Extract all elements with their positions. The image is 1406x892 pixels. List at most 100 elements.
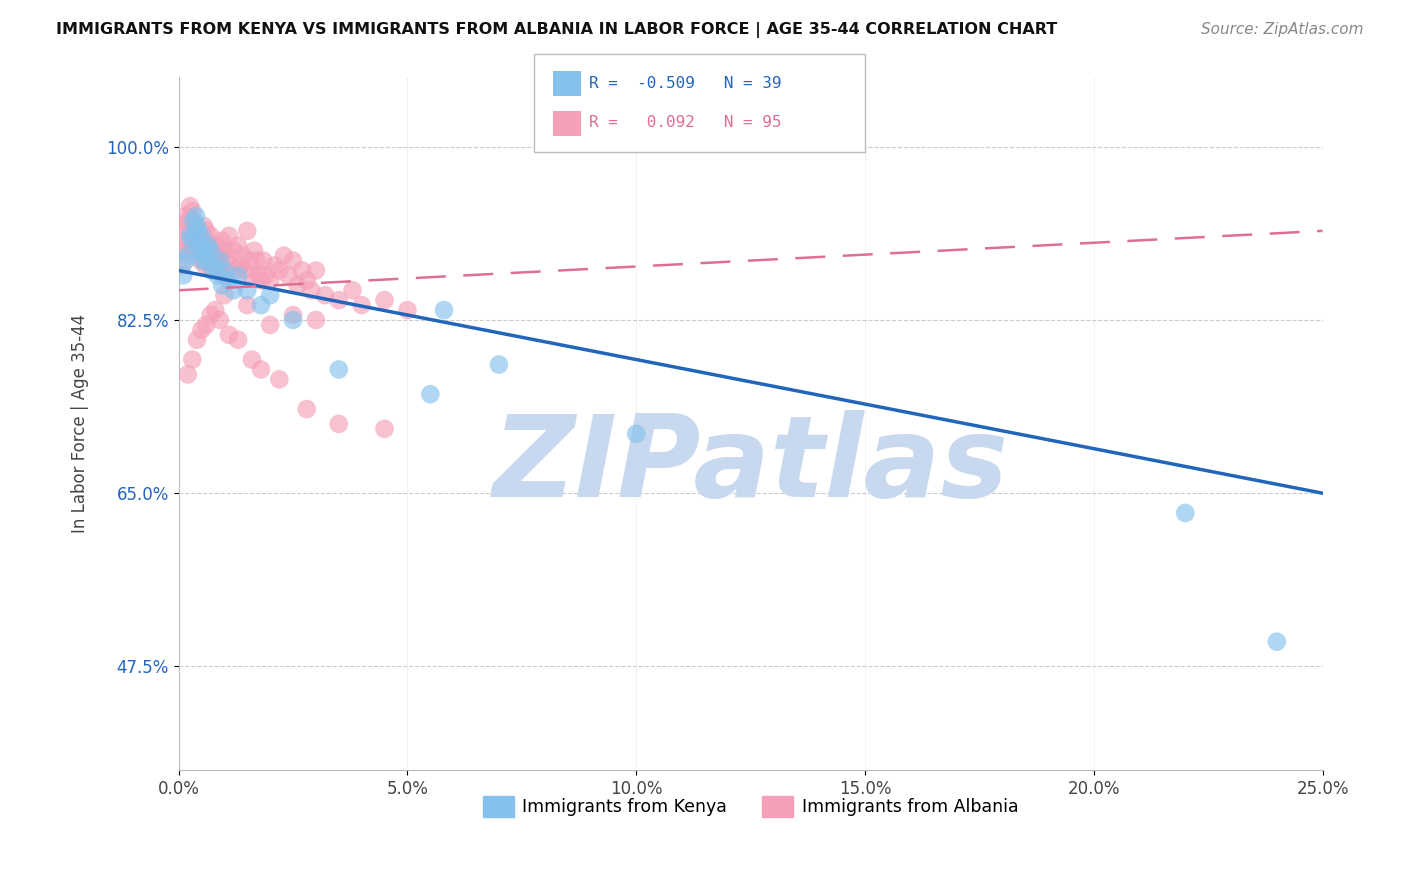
Point bbox=[194, 259, 217, 273]
Point bbox=[177, 368, 200, 382]
Point bbox=[259, 288, 281, 302]
Point bbox=[200, 228, 222, 243]
Point bbox=[187, 238, 209, 252]
Point bbox=[218, 228, 240, 243]
Point bbox=[190, 323, 212, 337]
Point bbox=[179, 199, 201, 213]
Point bbox=[187, 224, 209, 238]
Point bbox=[193, 219, 215, 233]
Point bbox=[219, 259, 242, 273]
Point bbox=[208, 244, 231, 258]
Text: IMMIGRANTS FROM KENYA VS IMMIGRANTS FROM ALBANIA IN LABOR FORCE | AGE 35-44 CORR: IMMIGRANTS FROM KENYA VS IMMIGRANTS FROM… bbox=[56, 22, 1057, 38]
Point bbox=[191, 253, 214, 268]
Point bbox=[373, 422, 395, 436]
Point bbox=[208, 253, 231, 268]
Point bbox=[174, 253, 197, 268]
Point bbox=[215, 253, 238, 268]
Point bbox=[299, 283, 322, 297]
Point bbox=[177, 234, 200, 248]
Point bbox=[195, 318, 218, 332]
Point bbox=[252, 253, 274, 268]
Point bbox=[277, 268, 299, 283]
Point bbox=[200, 263, 222, 277]
Point bbox=[1265, 634, 1288, 648]
Point bbox=[208, 263, 231, 277]
Point bbox=[202, 244, 225, 258]
Point bbox=[200, 244, 222, 258]
Point bbox=[186, 333, 208, 347]
Point bbox=[240, 268, 263, 283]
Point bbox=[624, 426, 647, 441]
Point bbox=[184, 209, 207, 223]
Point bbox=[243, 244, 266, 258]
Point bbox=[254, 268, 277, 283]
Point bbox=[295, 273, 318, 287]
Point bbox=[314, 288, 336, 302]
Point bbox=[183, 219, 205, 233]
Point bbox=[204, 259, 226, 273]
Text: ZIPatlas: ZIPatlas bbox=[492, 410, 1008, 521]
Point bbox=[259, 318, 281, 332]
Point bbox=[218, 327, 240, 342]
Point bbox=[328, 417, 350, 431]
Point bbox=[195, 253, 218, 268]
Point bbox=[186, 219, 208, 233]
Point bbox=[222, 244, 245, 258]
Point bbox=[181, 352, 204, 367]
Point bbox=[236, 298, 259, 312]
Point bbox=[225, 263, 247, 277]
Point bbox=[190, 228, 212, 243]
Point bbox=[197, 234, 219, 248]
Point bbox=[273, 249, 295, 263]
Point bbox=[433, 303, 456, 318]
Text: Source: ZipAtlas.com: Source: ZipAtlas.com bbox=[1201, 22, 1364, 37]
Point bbox=[172, 268, 194, 283]
Point bbox=[269, 263, 291, 277]
Point bbox=[373, 293, 395, 308]
Point bbox=[233, 263, 256, 277]
Point bbox=[181, 234, 204, 248]
Point bbox=[188, 238, 211, 252]
Point bbox=[281, 253, 304, 268]
Point bbox=[229, 259, 252, 273]
Point bbox=[204, 259, 226, 273]
Point bbox=[247, 268, 270, 283]
Point bbox=[174, 209, 197, 223]
Point bbox=[172, 259, 194, 273]
Point bbox=[184, 244, 207, 258]
Point bbox=[245, 253, 267, 268]
Point bbox=[195, 224, 218, 238]
Point bbox=[190, 244, 212, 258]
Point bbox=[181, 204, 204, 219]
Text: R =  -0.509   N = 39: R = -0.509 N = 39 bbox=[589, 76, 782, 91]
Point bbox=[250, 362, 273, 376]
Point bbox=[172, 219, 194, 233]
Point bbox=[250, 273, 273, 287]
Point bbox=[342, 283, 364, 297]
Point bbox=[287, 278, 309, 293]
Point bbox=[176, 244, 198, 258]
Point bbox=[208, 313, 231, 327]
Legend: Immigrants from Kenya, Immigrants from Albania: Immigrants from Kenya, Immigrants from A… bbox=[475, 789, 1025, 824]
Point bbox=[214, 263, 236, 277]
Point bbox=[281, 313, 304, 327]
Point bbox=[281, 308, 304, 322]
Point bbox=[211, 278, 233, 293]
Point bbox=[209, 259, 232, 273]
Point bbox=[197, 249, 219, 263]
Point bbox=[238, 253, 260, 268]
Point bbox=[226, 333, 249, 347]
Point bbox=[236, 283, 259, 297]
Point bbox=[396, 303, 419, 318]
Point bbox=[174, 224, 197, 238]
Point bbox=[201, 238, 224, 252]
Point bbox=[204, 303, 226, 318]
Point bbox=[226, 238, 249, 252]
Point bbox=[198, 253, 221, 268]
Point bbox=[250, 298, 273, 312]
Text: R =   0.092   N = 95: R = 0.092 N = 95 bbox=[589, 115, 782, 129]
Point bbox=[190, 234, 212, 248]
Y-axis label: In Labor Force | Age 35-44: In Labor Force | Age 35-44 bbox=[72, 314, 89, 533]
Point bbox=[259, 273, 281, 287]
Point bbox=[350, 298, 373, 312]
